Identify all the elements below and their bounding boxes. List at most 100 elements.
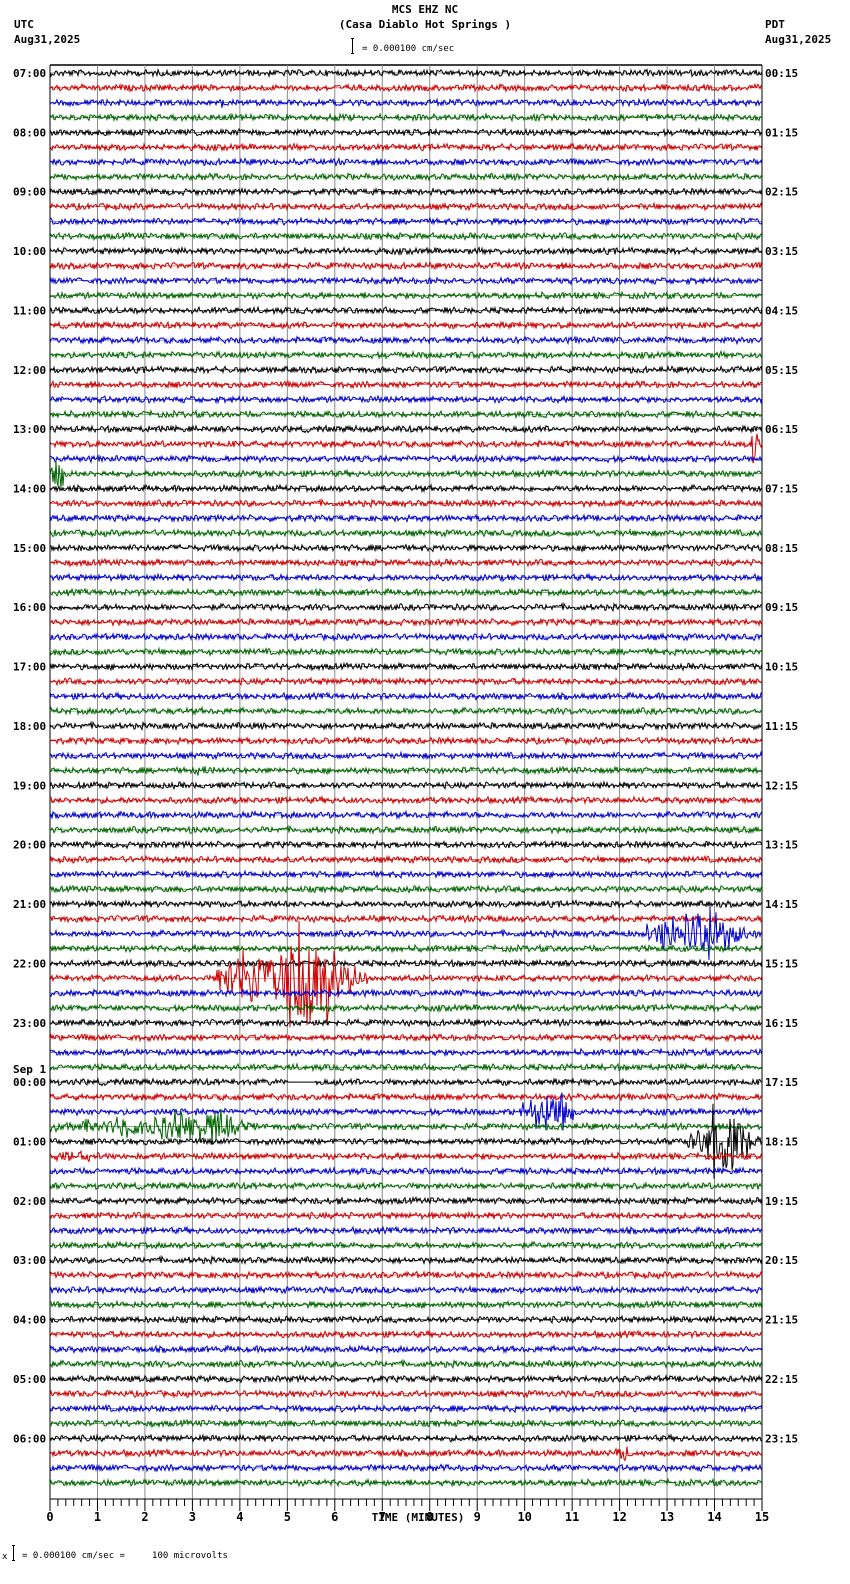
trace-row bbox=[49, 601, 763, 613]
trace-row bbox=[49, 461, 763, 489]
right-hour-label: 03:15 bbox=[765, 245, 798, 258]
trace-row bbox=[49, 586, 763, 598]
left-hour-label: 07:00 bbox=[13, 67, 46, 80]
trace-row bbox=[49, 1388, 763, 1399]
time-labels: 07:00 08:00 09:00 10:00 11:00 12:00 13:00 14:00… bbox=[13, 67, 798, 1524]
trace-row bbox=[49, 290, 763, 301]
trace-row bbox=[49, 646, 763, 657]
trace-row bbox=[49, 424, 763, 434]
trace-row bbox=[49, 1463, 763, 1474]
trace-row bbox=[49, 920, 763, 1028]
right-hour-label: 22:15 bbox=[765, 1373, 798, 1386]
trace-row bbox=[49, 1270, 763, 1280]
right-hour-label: 18:15 bbox=[765, 1135, 798, 1148]
right-hour-label: 01:15 bbox=[765, 126, 798, 139]
right-hour-label: 23:15 bbox=[765, 1432, 798, 1445]
trace-row bbox=[49, 112, 763, 123]
x-tick-label: 14 bbox=[707, 1510, 721, 1524]
trace-row bbox=[49, 335, 763, 346]
left-hour-label: 10:00 bbox=[13, 245, 46, 258]
x-tick-label: 1 bbox=[94, 1510, 101, 1524]
trace-row bbox=[49, 1109, 763, 1145]
trace-row bbox=[49, 1284, 763, 1295]
trace-row bbox=[49, 349, 763, 360]
trace-row bbox=[49, 1225, 763, 1236]
x-axis-title: TIME (MINUTES) bbox=[372, 1511, 465, 1524]
right-hour-label: 19:15 bbox=[765, 1195, 798, 1208]
left-hour-label: 16:00 bbox=[13, 601, 46, 614]
left-date: Aug31,2025 bbox=[14, 33, 81, 46]
trace-row bbox=[49, 1446, 763, 1462]
right-hour-label: 04:15 bbox=[765, 304, 798, 317]
trace-row bbox=[49, 1092, 763, 1103]
right-hour-label: 14:15 bbox=[765, 898, 798, 911]
trace-row bbox=[49, 453, 763, 464]
right-hour-label: 05:15 bbox=[765, 364, 798, 377]
station-location: (Casa Diablo Hot Springs ) bbox=[338, 18, 512, 31]
trace-row bbox=[49, 483, 763, 494]
x-tick-label: 13 bbox=[660, 1510, 674, 1524]
x-tick-label: 15 bbox=[755, 1510, 769, 1524]
trace-row bbox=[49, 1329, 763, 1340]
trace-row bbox=[49, 1344, 763, 1355]
traces bbox=[49, 67, 763, 1488]
footer-prefix: x bbox=[2, 1552, 8, 1562]
right-hour-label: 02:15 bbox=[765, 186, 798, 199]
trace-row bbox=[49, 750, 763, 761]
right-hour-label: 00:15 bbox=[765, 67, 798, 80]
trace-row bbox=[49, 839, 763, 850]
x-tick-label: 0 bbox=[46, 1510, 53, 1524]
left-hour-label: 01:00 bbox=[13, 1135, 46, 1148]
left-hour-label: 13:00 bbox=[13, 423, 46, 436]
trace-row bbox=[49, 958, 763, 969]
left-hour-label: 17:00 bbox=[13, 661, 46, 674]
left-hour-label: 00:00 bbox=[13, 1076, 46, 1089]
left-hour-label: 15:00 bbox=[13, 542, 46, 555]
left-hour-label: 19:00 bbox=[13, 779, 46, 792]
trace-row bbox=[49, 1062, 763, 1073]
left-hour-label: 05:00 bbox=[13, 1373, 46, 1386]
trace-row bbox=[49, 1299, 763, 1310]
right-hour-label: 15:15 bbox=[765, 957, 798, 970]
left-hour-label: 21:00 bbox=[13, 898, 46, 911]
right-hour-label: 12:15 bbox=[765, 779, 798, 792]
x-tick-label: 3 bbox=[189, 1510, 196, 1524]
right-hour-label: 09:15 bbox=[765, 601, 798, 614]
trace-row bbox=[49, 157, 763, 167]
footer-scale-note: = 0.000100 cm/sec = 100 microvolts bbox=[22, 1551, 228, 1561]
trace-row bbox=[49, 1077, 763, 1087]
trace-row bbox=[49, 186, 763, 197]
x-tick-label: 10 bbox=[517, 1510, 531, 1524]
trace-row bbox=[49, 572, 763, 583]
trace-row bbox=[49, 824, 763, 835]
station-title: MCS EHZ NC bbox=[391, 3, 459, 16]
trace-row bbox=[49, 765, 763, 776]
trace-row bbox=[49, 67, 763, 79]
x-tick-label: 12 bbox=[612, 1510, 626, 1524]
trace-row bbox=[49, 1103, 763, 1179]
right-hour-label: 20:15 bbox=[765, 1254, 798, 1267]
right-hour-label: 11:15 bbox=[765, 720, 798, 733]
trace-row bbox=[49, 720, 763, 731]
right-hour-label: 21:15 bbox=[765, 1314, 798, 1327]
trace-row bbox=[49, 1002, 763, 1013]
trace-row bbox=[49, 142, 763, 153]
trace-row bbox=[49, 705, 763, 716]
right-hour-label: 16:15 bbox=[765, 1017, 798, 1030]
trace-row bbox=[49, 1358, 763, 1370]
trace-row bbox=[49, 913, 763, 924]
left-hour-label: 02:00 bbox=[13, 1195, 46, 1208]
right-hour-label: 08:15 bbox=[765, 542, 798, 555]
trace-row bbox=[49, 527, 763, 539]
left-hour-label: 06:00 bbox=[13, 1432, 46, 1445]
left-hour-label: 03:00 bbox=[13, 1254, 46, 1267]
trace-row bbox=[49, 82, 763, 94]
right-hour-label: 17:15 bbox=[765, 1076, 798, 1089]
x-tick-label: 2 bbox=[141, 1510, 148, 1524]
date-change-label: Sep 1 bbox=[13, 1063, 46, 1076]
scale-bar-icon bbox=[351, 38, 354, 54]
left-hour-label: 23:00 bbox=[13, 1017, 46, 1030]
trace-row bbox=[49, 201, 763, 212]
right-date: Aug31,2025 bbox=[765, 33, 832, 46]
